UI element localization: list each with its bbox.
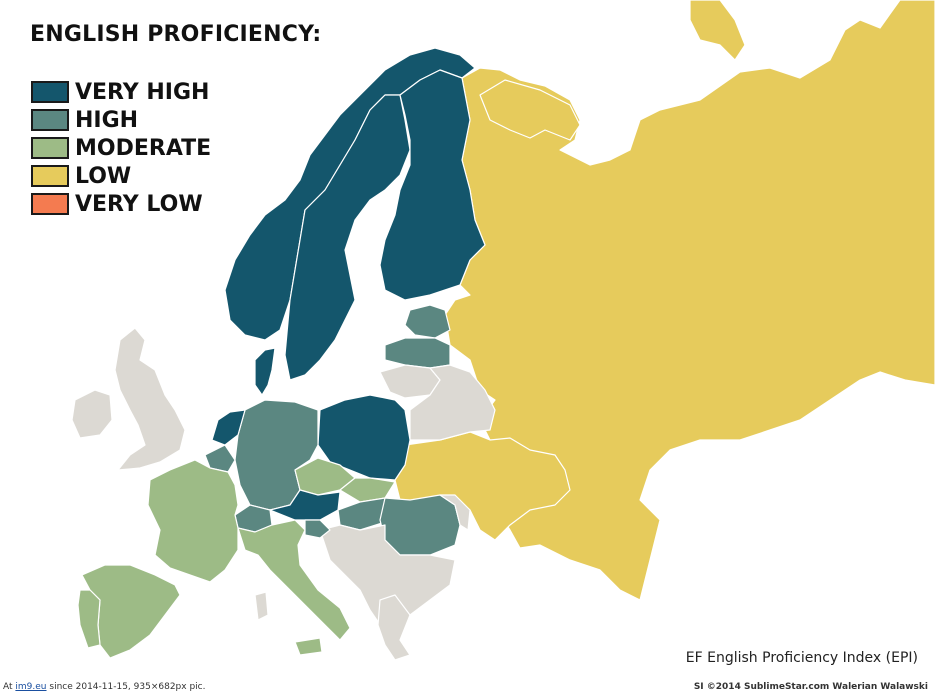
- region-estonia: [404, 304, 451, 339]
- map-title: ENGLISH PROFICIENCY:: [30, 22, 322, 47]
- footer-bar: At im9.eu since 2014-11-15, 935×682px pi…: [0, 682, 935, 694]
- footer-suffix: since 2014-11-15, 935×682px pic.: [49, 682, 206, 692]
- legend-item-very-low: VERY LOW: [31, 190, 211, 218]
- legend-label-moderate: MODERATE: [75, 135, 212, 161]
- region-uk: [114, 327, 186, 471]
- legend-swatch-high: [31, 109, 69, 131]
- region-sardinia: [254, 591, 269, 621]
- region-slovenia: [304, 519, 331, 539]
- footer-left: At im9.eu since 2014-11-15, 935×682px pi…: [3, 682, 205, 692]
- region-greece: [377, 594, 411, 661]
- region-denmark: [254, 347, 276, 396]
- region-sweden: [284, 94, 411, 381]
- legend-swatch-very-high: [31, 81, 69, 103]
- region-italy: [237, 519, 351, 641]
- legend-swatch-low: [31, 165, 69, 187]
- legend-label-very-low: VERY LOW: [75, 191, 203, 217]
- legend-label-very-high: VERY HIGH: [75, 79, 210, 105]
- footer-credit: SI ©2014 SublimeStar.com Walerian Walaws…: [693, 682, 928, 692]
- region-belgium: [204, 444, 236, 473]
- legend-item-high: HIGH: [31, 106, 211, 134]
- region-finland: [379, 69, 486, 301]
- region-netherlands: [211, 409, 246, 446]
- source-credit: EF English Proficiency Index (EPI): [685, 650, 918, 666]
- legend-swatch-very-low: [31, 193, 69, 215]
- legend-item-low: LOW: [31, 162, 211, 190]
- region-portugal: [77, 589, 101, 649]
- region-russia-peninsula: [479, 79, 581, 141]
- region-russia: [444, 0, 935, 601]
- region-austria: [269, 489, 341, 521]
- region-ireland: [71, 389, 113, 439]
- region-romania: [379, 494, 461, 556]
- legend-label-low: LOW: [75, 163, 132, 189]
- legend-swatch-moderate: [31, 137, 69, 159]
- legend-item-moderate: MODERATE: [31, 134, 211, 162]
- region-latvia: [384, 337, 451, 369]
- legend-label-high: HIGH: [75, 107, 139, 133]
- region-russia-north-coast: [689, 0, 746, 61]
- region-balkans: [319, 524, 456, 641]
- region-moldova: [439, 494, 471, 531]
- region-france: [147, 459, 239, 583]
- footer-link[interactable]: im9.eu: [15, 682, 47, 692]
- region-belarus: [409, 364, 496, 441]
- region-sicily: [294, 637, 323, 656]
- legend: VERY HIGH HIGH MODERATE LOW VERY LOW: [31, 78, 211, 218]
- legend-item-very-high: VERY HIGH: [31, 78, 211, 106]
- footer-prefix: At: [3, 682, 13, 692]
